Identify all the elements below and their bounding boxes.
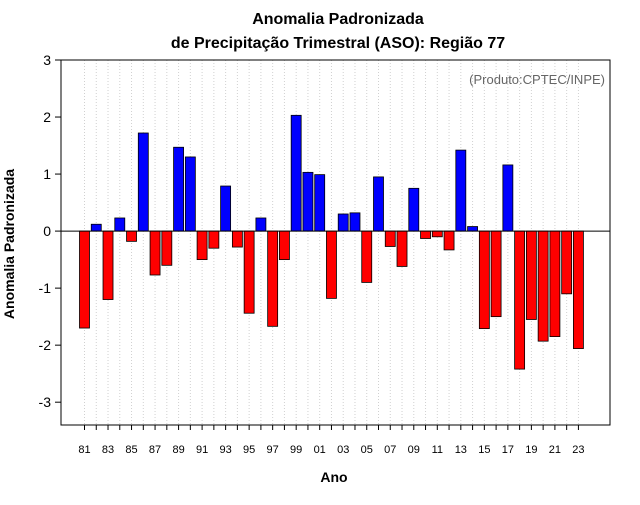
y-tick-label--2: -2: [39, 337, 52, 353]
bar-1998: [279, 230, 290, 261]
bar-2002: [326, 230, 337, 299]
x-tick-label-05: 05: [361, 444, 373, 456]
bar-1986: [137, 132, 149, 232]
x-tick-label-13: 13: [455, 444, 467, 456]
x-tick-label-11: 11: [432, 444, 443, 456]
y-tick-label-1: 1: [43, 166, 51, 182]
x-tick-label-81: 81: [78, 444, 90, 456]
bar-1996: [255, 217, 267, 232]
x-tick-label-17: 17: [502, 444, 514, 456]
y-tick-label--1: -1: [39, 280, 52, 296]
bar-2013: [455, 149, 467, 232]
bar-2003: [337, 213, 349, 232]
x-tick-label-19: 19: [525, 444, 537, 456]
x-tick-label-23: 23: [572, 444, 584, 456]
bar-2017: [502, 164, 514, 232]
bar-1997: [267, 230, 279, 327]
y-tick-label-0: 0: [43, 223, 51, 239]
x-tick-label-07: 07: [384, 444, 396, 456]
bar-2021: [549, 230, 561, 338]
x-tick-label-83: 83: [102, 444, 114, 456]
x-axis-label: Ano: [320, 469, 347, 485]
chart-title-line1: Anomalia Padronizada: [252, 11, 424, 28]
x-tick-label-85: 85: [125, 444, 137, 456]
bar-1989: [173, 146, 184, 232]
bar-2014: [467, 226, 478, 232]
bar-1994: [231, 230, 243, 248]
bar-1983: [102, 230, 114, 300]
bar-2012: [443, 230, 455, 251]
x-tick-label-97: 97: [267, 444, 279, 456]
y-tick-label--3: -3: [39, 394, 52, 410]
x-tick-label-91: 91: [196, 444, 208, 456]
bar-2005: [361, 230, 373, 283]
bar-2006: [373, 176, 384, 232]
bar-1999: [290, 114, 302, 232]
bar-1982: [90, 223, 102, 232]
bar-2009: [408, 187, 420, 232]
x-tick-label-09: 09: [408, 444, 420, 456]
bar-2023: [573, 230, 584, 349]
bar-2007: [384, 230, 396, 247]
bar-2019: [525, 230, 537, 320]
grid-layer: [84, 60, 579, 425]
x-tick-label-95: 95: [243, 444, 255, 456]
bar-2016: [490, 230, 502, 318]
bar-2010: [420, 230, 431, 239]
bar-2018: [514, 230, 526, 370]
bar-2001: [314, 174, 326, 232]
y-tick-label-3: 3: [43, 52, 51, 68]
bar-1990: [184, 156, 196, 232]
bars-layer: [79, 114, 584, 370]
x-tick-label-87: 87: [149, 444, 161, 456]
bar-1988: [161, 230, 173, 266]
y-axis-label: Anomalia Padronizada: [1, 169, 17, 319]
x-tick-label-93: 93: [219, 444, 231, 456]
y-tick-label-2: 2: [43, 109, 51, 125]
plot-frame: [60, 59, 611, 426]
x-tick-label-21: 21: [549, 444, 561, 456]
x-tick-label-15: 15: [478, 444, 490, 456]
bar-1991: [196, 230, 208, 261]
x-tick-label-99: 99: [290, 444, 302, 456]
bar-1984: [114, 217, 126, 232]
source-annotation: (Produto:CPTEC/INPE): [469, 72, 605, 87]
bar-2022: [561, 230, 573, 295]
bar-2008: [396, 230, 408, 267]
bar-2004: [349, 212, 361, 232]
x-tick-label-03: 03: [337, 444, 349, 456]
bar-2000: [302, 171, 314, 232]
bar-1985: [126, 230, 137, 242]
x-tick-label-89: 89: [172, 444, 184, 456]
bar-1987: [149, 230, 161, 276]
bar-2020: [537, 230, 549, 342]
bar-1995: [243, 230, 255, 314]
bar-2011: [431, 230, 443, 238]
bar-1981: [79, 230, 90, 329]
chart-title-line2: de Precipitação Trimestral (ASO): Região…: [171, 35, 505, 52]
bar-2015: [478, 230, 490, 330]
x-tick-label-01: 01: [314, 444, 326, 456]
bar-1992: [208, 230, 220, 249]
bar-1993: [220, 185, 232, 232]
